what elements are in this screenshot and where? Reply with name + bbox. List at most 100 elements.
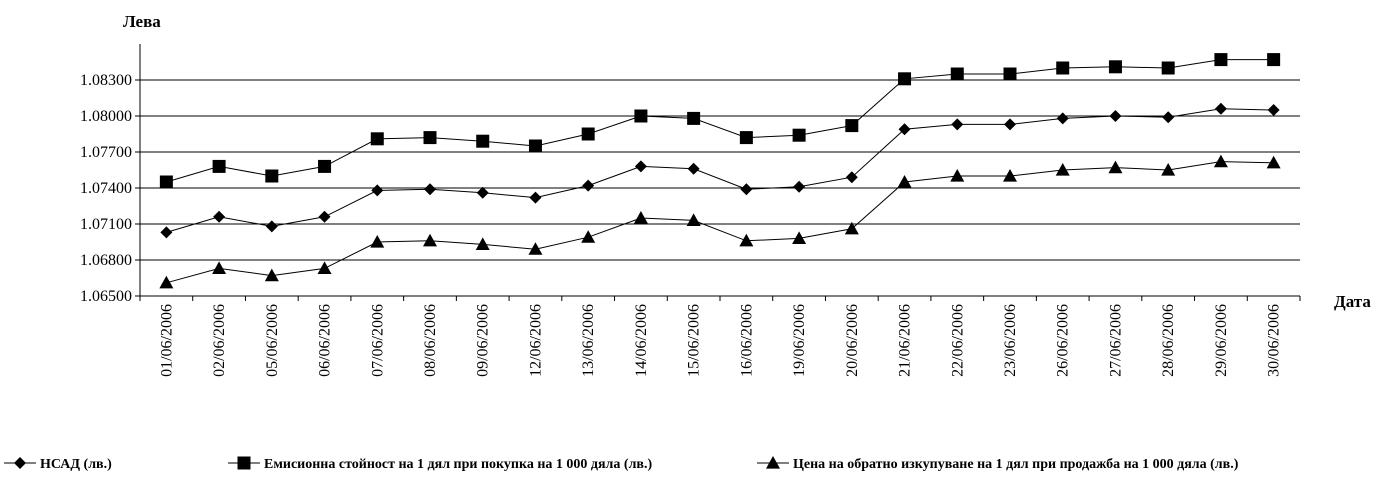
data-point-triangle (1003, 169, 1017, 182)
legend-label: Цена на обратно изкупуване на 1 дял при … (793, 457, 1239, 472)
y-tick-label: 1.07400 (80, 180, 132, 197)
grid-lines (140, 79, 1300, 261)
x-tick-label: 12/06/2006 (527, 304, 544, 377)
data-point-diamond (213, 210, 226, 223)
y-tick-label: 1.08000 (80, 108, 132, 125)
x-tick-label: 06/06/2006 (317, 304, 334, 377)
legend-marker-square (237, 456, 251, 470)
data-point-triangle (581, 230, 596, 243)
data-point-diamond (1004, 118, 1016, 131)
x-tick-label: 21/06/2006 (897, 304, 914, 377)
data-point-square (739, 131, 753, 145)
data-point-square (1108, 60, 1122, 74)
data-point-triangle (528, 242, 543, 255)
data-point-triangle (159, 275, 174, 289)
data-point-triangle (633, 211, 648, 224)
x-tick-label: 15/06/2006 (686, 304, 703, 377)
x-tick-label: 20/06/2006 (844, 304, 861, 377)
legend-label: НСАД (лв.) (40, 457, 112, 472)
data-point-square (1003, 67, 1017, 81)
x-tick-labels: 01/06/2006 02/06/2006 05/06/2006 06/06/2006… (158, 304, 1282, 377)
data-point-triangle (686, 213, 701, 226)
data-point-triangle (844, 221, 859, 235)
data-point-diamond (1162, 111, 1175, 124)
axes (135, 44, 1301, 301)
legend-label: Емисионна стойност на 1 дял при покупка … (264, 457, 652, 472)
data-point-triangle (264, 268, 279, 282)
data-point-triangle (370, 235, 385, 248)
data-point-triangle (212, 261, 227, 274)
x-tick-label: 16/06/2006 (738, 304, 755, 377)
data-point-square (423, 131, 437, 145)
data-point-diamond (1214, 102, 1227, 115)
data-point-square (1161, 61, 1175, 75)
y-tick-label: 1.06500 (80, 288, 132, 305)
series-line-1 (166, 108, 1274, 233)
data-point-triangle (792, 231, 807, 244)
y-tick-label: 1.07100 (80, 216, 132, 233)
data-point-diamond (740, 183, 753, 196)
data-point-diamond (951, 118, 964, 131)
data-point-diamond (318, 210, 331, 223)
data-point-diamond (160, 226, 173, 239)
legend-marker-triangle (766, 456, 780, 469)
data-point-square (1214, 53, 1228, 67)
data-point-triangle (317, 261, 332, 274)
x-tick-label: 19/06/2006 (791, 304, 808, 377)
data-point-square (687, 111, 701, 125)
x-tick-label: 14/06/2006 (633, 304, 650, 377)
data-point-diamond (845, 171, 858, 184)
data-point-diamond (1109, 110, 1122, 122)
data-point-diamond (424, 183, 436, 196)
series-lines (166, 59, 1274, 284)
series-line-3 (166, 161, 1274, 284)
data-point-diamond (1056, 112, 1069, 125)
data-point-diamond (582, 179, 595, 192)
data-point-triangle (1055, 163, 1070, 176)
x-tick-label: 28/06/2006 (1160, 304, 1177, 377)
x-tick-label: 23/06/2006 (1002, 304, 1019, 377)
data-point-diamond (1267, 104, 1280, 116)
y-tick-labels: 1.06500 1.06800 1.07100 1.07400 1.07700 1.080… (80, 72, 132, 305)
data-point-square (1056, 61, 1070, 75)
data-point-diamond (265, 220, 278, 233)
legend-marker-diamond (14, 457, 26, 469)
x-tick-label: 09/06/2006 (475, 304, 492, 377)
x-tick-label: 05/06/2006 (264, 304, 281, 377)
data-point-square (950, 67, 964, 81)
series-markers (159, 53, 1281, 289)
data-point-square (898, 72, 912, 86)
x-tick-label: 13/06/2006 (580, 304, 597, 377)
data-point-square (476, 134, 490, 148)
x-tick-label: 27/06/2006 (1107, 304, 1124, 377)
data-point-triangle (1161, 163, 1176, 176)
y-tick-label: 1.06800 (80, 252, 132, 269)
data-point-triangle (423, 233, 437, 247)
y-axis-label: Лева (123, 12, 161, 31)
data-point-diamond (476, 186, 489, 199)
x-tick-label: 08/06/2006 (422, 304, 439, 377)
data-point-square (212, 159, 226, 173)
data-point-square (159, 175, 173, 189)
data-point-square (528, 139, 542, 153)
data-point-square (581, 127, 595, 141)
data-point-triangle (739, 233, 754, 247)
y-tick-label: 1.07700 (80, 144, 132, 161)
x-tick-label: 29/06/2006 (1213, 304, 1230, 377)
x-tick-label: 01/06/2006 (158, 304, 175, 377)
data-point-diamond (529, 191, 542, 204)
data-point-square (265, 169, 279, 183)
data-point-triangle (1108, 160, 1123, 174)
data-point-triangle (1213, 154, 1228, 168)
x-tick-label: 22/06/2006 (949, 304, 966, 377)
data-point-diamond (793, 180, 806, 193)
data-point-triangle (1266, 155, 1281, 169)
x-tick-label: 07/06/2006 (369, 304, 386, 377)
data-point-diamond (898, 123, 911, 136)
data-point-square (792, 128, 806, 142)
data-point-diamond (634, 160, 647, 173)
data-point-square (370, 132, 384, 146)
y-tick-label: 1.08300 (80, 72, 132, 89)
x-tick-label: 02/06/2006 (211, 304, 228, 377)
